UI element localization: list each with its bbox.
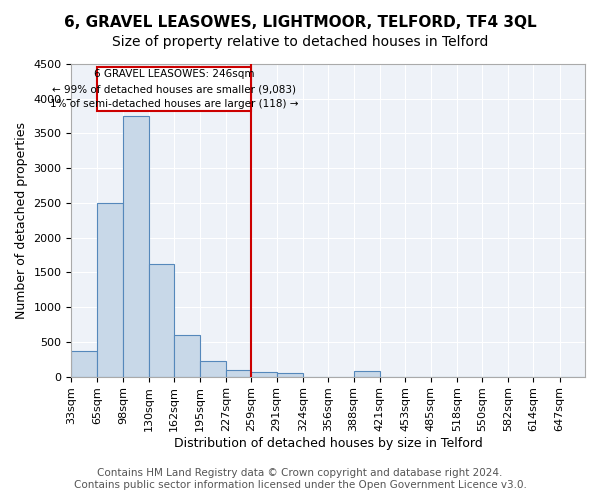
Bar bbox=[71, 350, 97, 376]
Text: Size of property relative to detached houses in Telford: Size of property relative to detached ho… bbox=[112, 35, 488, 49]
Bar bbox=[174, 335, 200, 376]
Y-axis label: Number of detached properties: Number of detached properties bbox=[15, 122, 28, 319]
Bar bbox=[251, 372, 277, 376]
Text: 6 GRAVEL LEASOWES: 246sqm
← 99% of detached houses are smaller (9,083)
1% of sem: 6 GRAVEL LEASOWES: 246sqm ← 99% of detac… bbox=[50, 69, 298, 109]
Bar bbox=[97, 203, 123, 376]
Bar bbox=[353, 372, 380, 376]
Bar bbox=[226, 370, 251, 376]
Bar bbox=[277, 373, 303, 376]
Text: Contains HM Land Registry data © Crown copyright and database right 2024.
Contai: Contains HM Land Registry data © Crown c… bbox=[74, 468, 526, 490]
Bar bbox=[97, 67, 251, 111]
Bar bbox=[149, 264, 174, 376]
Text: 6, GRAVEL LEASOWES, LIGHTMOOR, TELFORD, TF4 3QL: 6, GRAVEL LEASOWES, LIGHTMOOR, TELFORD, … bbox=[64, 15, 536, 30]
Bar bbox=[200, 361, 226, 376]
Bar bbox=[123, 116, 149, 376]
X-axis label: Distribution of detached houses by size in Telford: Distribution of detached houses by size … bbox=[174, 437, 482, 450]
